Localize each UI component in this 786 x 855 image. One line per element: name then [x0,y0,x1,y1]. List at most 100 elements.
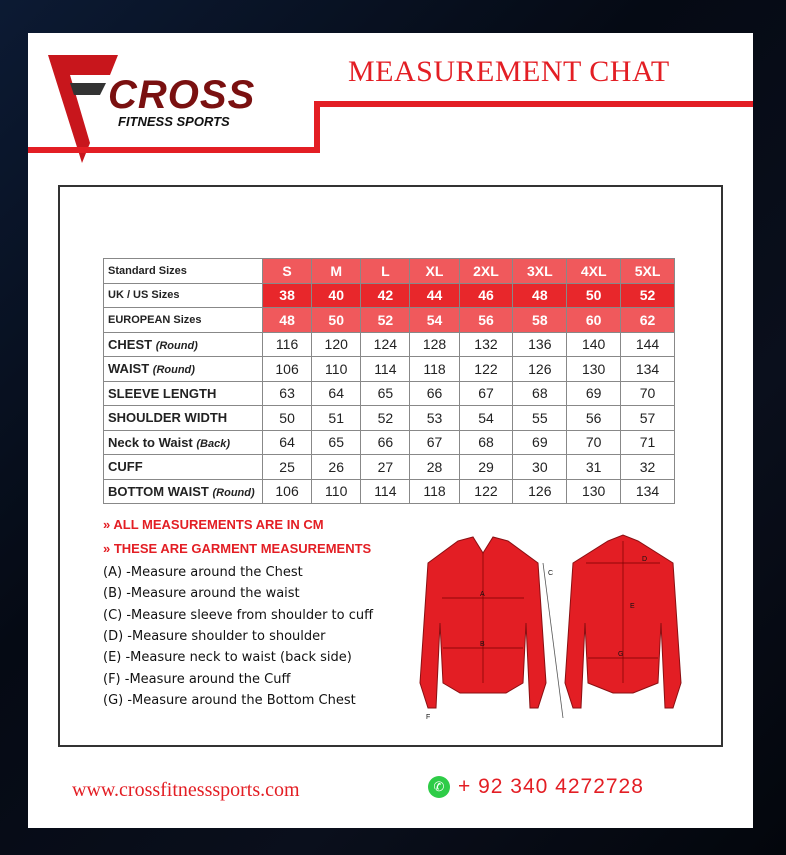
size-header: S [261,258,313,284]
table-cell: 27 [360,454,411,480]
size-header: 5XL [620,258,675,284]
jacket-front: A B C F [419,536,564,721]
size-header: XL [409,258,460,284]
table-cell: 126 [512,356,568,382]
table-cell: 67 [409,429,460,455]
page-title: MEASUREMENT CHAT [348,55,670,88]
row-label-text: UK / US Sizes [108,289,180,302]
divider [314,101,753,107]
table-cell: 120 [311,331,362,357]
table-cell: 52 [360,307,411,333]
instruction-item: (F) -Measure around the Cuff [103,671,291,687]
table-cell: 65 [360,380,411,406]
table-cell: 40 [311,282,362,308]
website-link[interactable]: www.crossfitnesssports.com [72,779,300,801]
table-cell: 67 [458,380,514,406]
table-cell: 140 [566,331,622,357]
table-cell: 71 [620,429,675,455]
table-row: CHEST (Round) 116 120 124 128 132 136 140 144 [103,331,675,357]
table-cell: 56 [458,307,514,333]
table-cell: 51 [311,405,362,431]
table-cell: 65 [311,429,362,455]
table-cell: 54 [458,405,514,431]
table-cell: 52 [620,282,675,308]
brand-tagline: FITNESS SPORTS [118,114,230,129]
row-label: UK / US Sizes [103,282,263,308]
table-cell: 30 [512,454,568,480]
jacket-back: D E G [564,534,682,709]
row-label: WAIST (Round) [103,356,263,382]
row-label-note: (Round) [155,339,198,352]
table-cell: 122 [458,478,514,504]
table-cell: 46 [458,282,514,308]
row-label-note: (Round) [152,364,195,377]
instruction-item: (D) -Measure shoulder to shoulder [103,628,326,644]
table-cell: 70 [566,429,622,455]
table-cell: 124 [360,331,411,357]
row-label-text: WAIST [108,361,150,377]
label-a: A [480,591,485,598]
table-cell: 110 [311,356,362,382]
table-row: BOTTOM WAIST (Round) 106 110 114 118 122 126 13… [103,478,675,504]
table-cell: 144 [620,331,675,357]
table-cell: 66 [409,380,460,406]
table-cell: 52 [360,405,411,431]
chart-frame [58,185,723,747]
table-cell: 50 [311,307,362,333]
table-cell: 25 [261,454,313,480]
table-cell: 132 [458,331,514,357]
brand-name: CROSS [108,73,256,117]
table-cell: 54 [409,307,460,333]
row-label-text: SHOULDER WIDTH [108,410,228,426]
label-b: B [480,641,485,648]
size-header: M [311,258,362,284]
note-garment: » THESE ARE GARMENT MEASUREMENTS [103,541,372,556]
table-cell: 134 [620,356,675,382]
table-cell: 26 [311,454,362,480]
row-label: Neck to Waist (Back) [103,429,263,455]
size-chart-panel: CROSS FITNESS SPORTS MEASUREMENT CHAT St… [28,33,753,828]
table-cell: 57 [620,405,675,431]
table-row: CUFF 25 26 27 28 29 30 31 32 [103,454,675,480]
table-cell: 106 [261,478,313,504]
table-cell: 55 [512,405,568,431]
row-label-text: CUFF [108,459,143,475]
table-cell: 122 [458,356,514,382]
table-row: WAIST (Round) 106 110 114 118 122 126 130 134 [103,356,675,382]
table-cell: 38 [261,282,313,308]
table-row: SLEEVE LENGTH 63 64 65 66 67 68 69 70 [103,380,675,406]
table-cell: 66 [360,429,411,455]
table-cell: 106 [261,356,313,382]
divider [314,101,320,153]
cross-logo [48,55,118,163]
table-cell: 130 [566,356,622,382]
table-header-row: Standard Sizes S M L XL 2XL 3XL 4XL 5XL [103,258,675,284]
table-cell: 50 [566,282,622,308]
row-label-note: (Back) [196,437,231,450]
instruction-item: (A) -Measure around the Chest [103,565,303,580]
table-cell: 64 [311,380,362,406]
table-cell: 63 [261,380,313,406]
phone-contact[interactable]: ✆ + 92 340 4272728 [428,775,644,799]
row-label: CUFF [103,454,263,480]
table-cell: 69 [566,380,622,406]
label-e: E [630,603,635,610]
size-header: L [360,258,411,284]
table-row: UK / US Sizes 38 40 42 44 46 48 50 52 [103,282,675,308]
note-units: » ALL MEASUREMENTS ARE IN CM [103,517,324,532]
table-row: SHOULDER WIDTH 50 51 52 53 54 55 56 57 [103,405,675,431]
whatsapp-icon: ✆ [428,776,450,798]
row-label-text: CHEST [108,336,153,352]
label-f: F [426,714,430,721]
table-row: EUROPEAN Sizes 48 50 52 54 56 58 60 62 [103,307,675,333]
row-label: CHEST (Round) [103,331,263,357]
jacket-diagram: A B C F D E G [419,534,682,721]
table-cell: 28 [409,454,460,480]
table-cell: 60 [566,307,622,333]
table-cell: 116 [261,331,313,357]
table-cell: 130 [566,478,622,504]
label-d: D [642,556,647,563]
table-cell: 68 [512,380,568,406]
row-label: EUROPEAN Sizes [103,307,263,333]
phone-number: + 92 340 4272728 [458,775,644,798]
